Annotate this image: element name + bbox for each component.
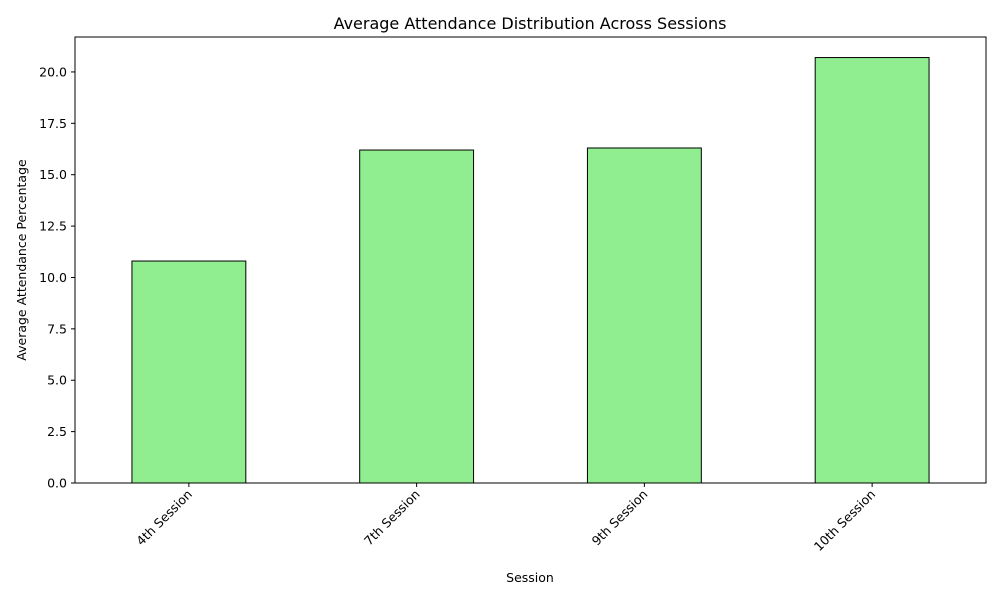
y-axis-ticks: 0.0 2.5 5.0 7.5 10.0 12.5 15.0 17.5 20.0 — [39, 64, 75, 491]
y-tick-label: 7.5 — [47, 321, 67, 336]
x-tick-label: 4th Session — [133, 487, 195, 549]
x-tick-label: 10th Session — [811, 487, 878, 554]
y-tick-label: 10.0 — [39, 270, 67, 285]
bar-3 — [586, 147, 702, 484]
x-axis-label: Session — [506, 570, 554, 585]
y-tick-label: 12.5 — [39, 219, 67, 234]
bar-2 — [359, 149, 475, 484]
plot-frame — [74, 36, 987, 484]
x-tick-label: 7th Session — [361, 487, 423, 549]
y-tick-label: 17.5 — [39, 116, 67, 131]
bar-1 — [131, 260, 247, 484]
y-tick-label: 2.5 — [47, 424, 67, 439]
y-axis-label: Average Attendance Percentage — [14, 159, 29, 361]
chart-title: Average Attendance Distribution Across S… — [334, 14, 727, 33]
x-axis-ticks: 4th Session 7th Session 9th Session 10th Se… — [133, 483, 878, 554]
y-tick-label: 20.0 — [39, 64, 67, 79]
y-tick-label: 15.0 — [39, 167, 67, 182]
y-tick-label: 5.0 — [47, 373, 67, 388]
bars-group — [131, 57, 930, 484]
bar-4 — [814, 57, 930, 484]
x-tick-label: 9th Session — [589, 487, 651, 549]
y-tick-label: 0.0 — [47, 476, 67, 491]
